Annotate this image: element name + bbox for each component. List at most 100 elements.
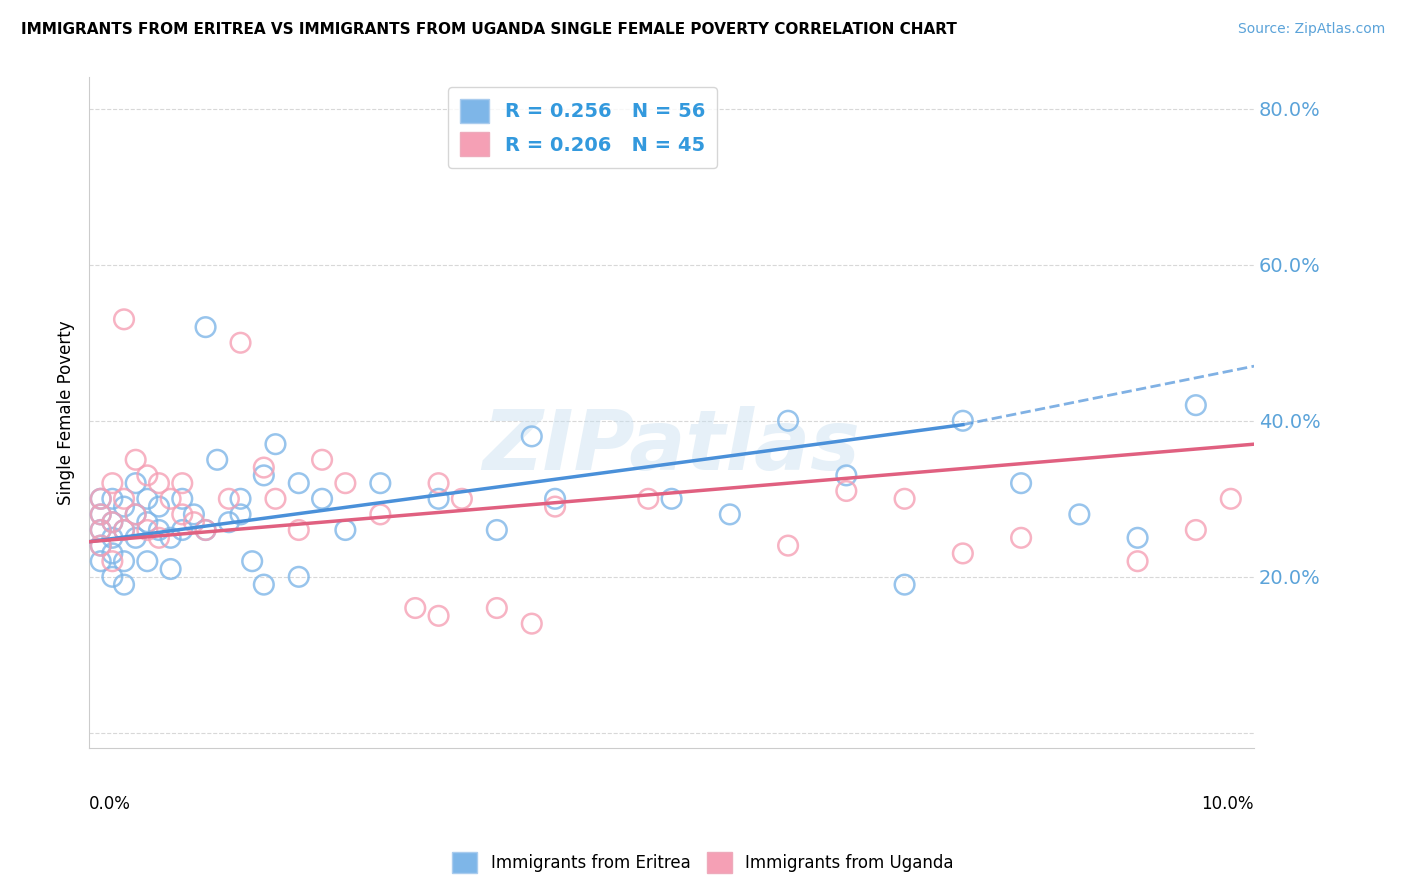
Point	[835, 483, 858, 498]
Point	[218, 491, 240, 506]
Y-axis label: Single Female Poverty: Single Female Poverty	[58, 320, 75, 505]
Point	[544, 500, 567, 514]
Text: ZIPatlas: ZIPatlas	[482, 406, 860, 487]
Point	[229, 335, 252, 350]
Point	[311, 491, 333, 506]
Point	[183, 508, 205, 522]
Point	[194, 320, 217, 334]
Point	[90, 523, 112, 537]
Point	[1069, 508, 1091, 522]
Point	[1126, 554, 1149, 568]
Point	[90, 523, 112, 537]
Point	[194, 523, 217, 537]
Point	[112, 577, 135, 591]
Point	[101, 491, 124, 506]
Text: 10.0%: 10.0%	[1202, 796, 1254, 814]
Point	[90, 539, 112, 553]
Point	[148, 476, 170, 491]
Point	[485, 523, 508, 537]
Point	[148, 531, 170, 545]
Point	[240, 554, 263, 568]
Point	[101, 570, 124, 584]
Point	[253, 460, 276, 475]
Point	[136, 515, 159, 529]
Point	[172, 523, 194, 537]
Point	[229, 508, 252, 522]
Point	[101, 515, 124, 529]
Point	[893, 491, 915, 506]
Point	[112, 491, 135, 506]
Point	[90, 491, 112, 506]
Point	[253, 577, 276, 591]
Point	[101, 476, 124, 491]
Legend: R = 0.256   N = 56, R = 0.206   N = 45: R = 0.256 N = 56, R = 0.206 N = 45	[449, 87, 717, 168]
Point	[205, 452, 228, 467]
Point	[952, 546, 974, 560]
Point	[172, 508, 194, 522]
Point	[90, 491, 112, 506]
Point	[661, 491, 683, 506]
Point	[893, 577, 915, 591]
Point	[287, 570, 309, 584]
Point	[404, 601, 426, 615]
Point	[124, 531, 146, 545]
Text: 0.0%: 0.0%	[89, 796, 131, 814]
Point	[718, 508, 741, 522]
Point	[370, 508, 392, 522]
Point	[101, 554, 124, 568]
Point	[778, 539, 800, 553]
Point	[637, 491, 659, 506]
Point	[101, 546, 124, 560]
Point	[112, 554, 135, 568]
Point	[485, 601, 508, 615]
Point	[124, 508, 146, 522]
Point	[1185, 398, 1208, 412]
Point	[112, 523, 135, 537]
Point	[253, 468, 276, 483]
Point	[1010, 476, 1032, 491]
Point	[136, 468, 159, 483]
Point	[427, 608, 450, 623]
Point	[1219, 491, 1241, 506]
Point	[124, 452, 146, 467]
Point	[124, 476, 146, 491]
Point	[335, 523, 357, 537]
Point	[778, 414, 800, 428]
Point	[229, 491, 252, 506]
Point	[172, 491, 194, 506]
Point	[520, 429, 543, 443]
Legend: Immigrants from Eritrea, Immigrants from Uganda: Immigrants from Eritrea, Immigrants from…	[446, 846, 960, 880]
Point	[112, 523, 135, 537]
Point	[101, 531, 124, 545]
Point	[172, 476, 194, 491]
Point	[90, 508, 112, 522]
Point	[520, 616, 543, 631]
Text: Source: ZipAtlas.com: Source: ZipAtlas.com	[1237, 22, 1385, 37]
Point	[264, 437, 287, 451]
Point	[148, 500, 170, 514]
Point	[264, 491, 287, 506]
Point	[183, 515, 205, 529]
Point	[159, 562, 181, 576]
Point	[952, 414, 974, 428]
Point	[148, 523, 170, 537]
Point	[835, 468, 858, 483]
Point	[194, 523, 217, 537]
Point	[287, 523, 309, 537]
Point	[159, 491, 181, 506]
Text: IMMIGRANTS FROM ERITREA VS IMMIGRANTS FROM UGANDA SINGLE FEMALE POVERTY CORRELAT: IMMIGRANTS FROM ERITREA VS IMMIGRANTS FR…	[21, 22, 957, 37]
Point	[311, 452, 333, 467]
Point	[159, 531, 181, 545]
Point	[101, 515, 124, 529]
Point	[90, 539, 112, 553]
Point	[136, 554, 159, 568]
Point	[218, 515, 240, 529]
Point	[451, 491, 474, 506]
Point	[544, 491, 567, 506]
Point	[124, 508, 146, 522]
Point	[427, 476, 450, 491]
Point	[112, 312, 135, 326]
Point	[90, 554, 112, 568]
Point	[1126, 531, 1149, 545]
Point	[1185, 523, 1208, 537]
